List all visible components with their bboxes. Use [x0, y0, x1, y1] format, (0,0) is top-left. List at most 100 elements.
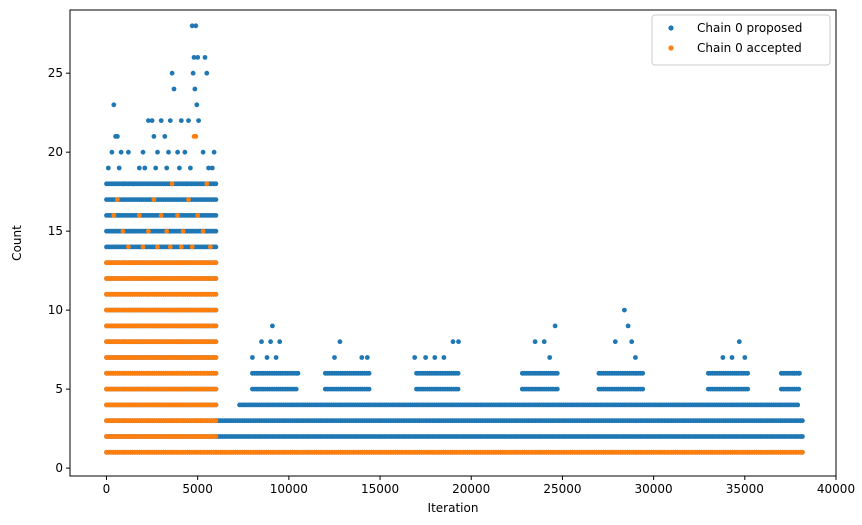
data-point [270, 323, 275, 329]
data-point [189, 23, 195, 29]
data-point [640, 386, 646, 392]
data-point [412, 355, 418, 360]
data-point [423, 355, 428, 360]
data-point [455, 386, 461, 392]
data-point [186, 118, 191, 123]
data-point [455, 370, 461, 376]
data-point [136, 213, 142, 218]
data-point [629, 339, 635, 345]
data-point [178, 244, 184, 250]
legend-label-accepted: Chain 0 accepted [697, 41, 802, 55]
data-point [337, 339, 343, 345]
data-point [541, 339, 547, 345]
data-point [213, 386, 219, 392]
plot-frame [69, 9, 837, 477]
data-point [162, 134, 168, 139]
data-point [111, 102, 117, 108]
data-point [206, 165, 212, 171]
x-tick-label: 35000 [726, 482, 764, 496]
data-point [211, 149, 217, 155]
data-point [795, 402, 801, 408]
data-point [204, 70, 210, 76]
y-tick-label: 0 [55, 461, 63, 475]
data-point [164, 228, 170, 234]
data-point [208, 244, 213, 250]
data-point [359, 355, 365, 360]
data-point [175, 149, 181, 155]
data-point [194, 102, 200, 108]
y-tick-label: 15 [48, 224, 63, 238]
data-point [175, 213, 181, 218]
y-tick-label: 10 [48, 303, 63, 317]
y-tick-label: 5 [55, 382, 63, 396]
data-point [155, 149, 160, 155]
points-layer [104, 23, 805, 455]
y-tick-label: 25 [48, 66, 63, 80]
data-point [797, 370, 802, 376]
data-point [729, 355, 735, 360]
data-point [213, 355, 219, 360]
data-point [140, 244, 146, 250]
x-tick-label: 20000 [452, 482, 490, 496]
data-point [552, 323, 558, 329]
y-axis-ticks: 0 5 10 15 20 25 [48, 66, 70, 475]
data-point [116, 165, 122, 171]
data-point [547, 355, 553, 360]
y-axis-label: Count [10, 225, 24, 261]
data-point [169, 70, 175, 76]
data-point [273, 355, 279, 360]
data-point [171, 86, 177, 92]
data-point [432, 355, 438, 360]
x-tick-label: 30000 [635, 482, 673, 496]
data-point [196, 118, 202, 123]
data-point [745, 370, 751, 376]
data-point [204, 181, 210, 187]
data-point [120, 181, 126, 187]
data-point [213, 291, 219, 297]
data-point [213, 244, 219, 250]
data-point [136, 165, 142, 171]
data-point [193, 134, 199, 139]
data-point [158, 213, 164, 218]
data-point [142, 165, 148, 171]
data-point [450, 339, 456, 345]
data-point [456, 339, 461, 345]
data-point [115, 197, 120, 203]
data-point [149, 118, 155, 123]
data-point [115, 134, 120, 139]
data-point [193, 23, 199, 29]
legend-marker-proposed [668, 25, 674, 31]
data-point [146, 228, 151, 234]
data-point [180, 228, 186, 234]
data-point [554, 370, 560, 376]
data-point [633, 355, 638, 360]
data-point [189, 244, 195, 250]
data-point [213, 213, 219, 218]
data-point [213, 307, 219, 313]
data-point [169, 181, 175, 187]
data-point [118, 149, 124, 155]
data-point [277, 339, 283, 345]
data-point [184, 181, 190, 187]
data-point [105, 165, 111, 171]
data-point [268, 339, 273, 345]
legend-marker-accepted [668, 45, 674, 51]
data-point [190, 70, 196, 76]
data-point [213, 370, 219, 376]
x-axis-label: Iteration [428, 501, 479, 515]
data-point [213, 434, 219, 439]
data-point [720, 355, 726, 360]
data-point [625, 323, 631, 329]
data-point [191, 55, 197, 60]
x-tick-label: 10000 [270, 482, 308, 496]
data-point [213, 181, 219, 187]
x-tick-label: 0 [103, 482, 111, 496]
data-point [202, 55, 208, 60]
data-point [622, 307, 627, 313]
data-point [151, 197, 157, 203]
data-point [153, 165, 159, 171]
data-point [186, 197, 191, 203]
data-point [195, 55, 201, 60]
